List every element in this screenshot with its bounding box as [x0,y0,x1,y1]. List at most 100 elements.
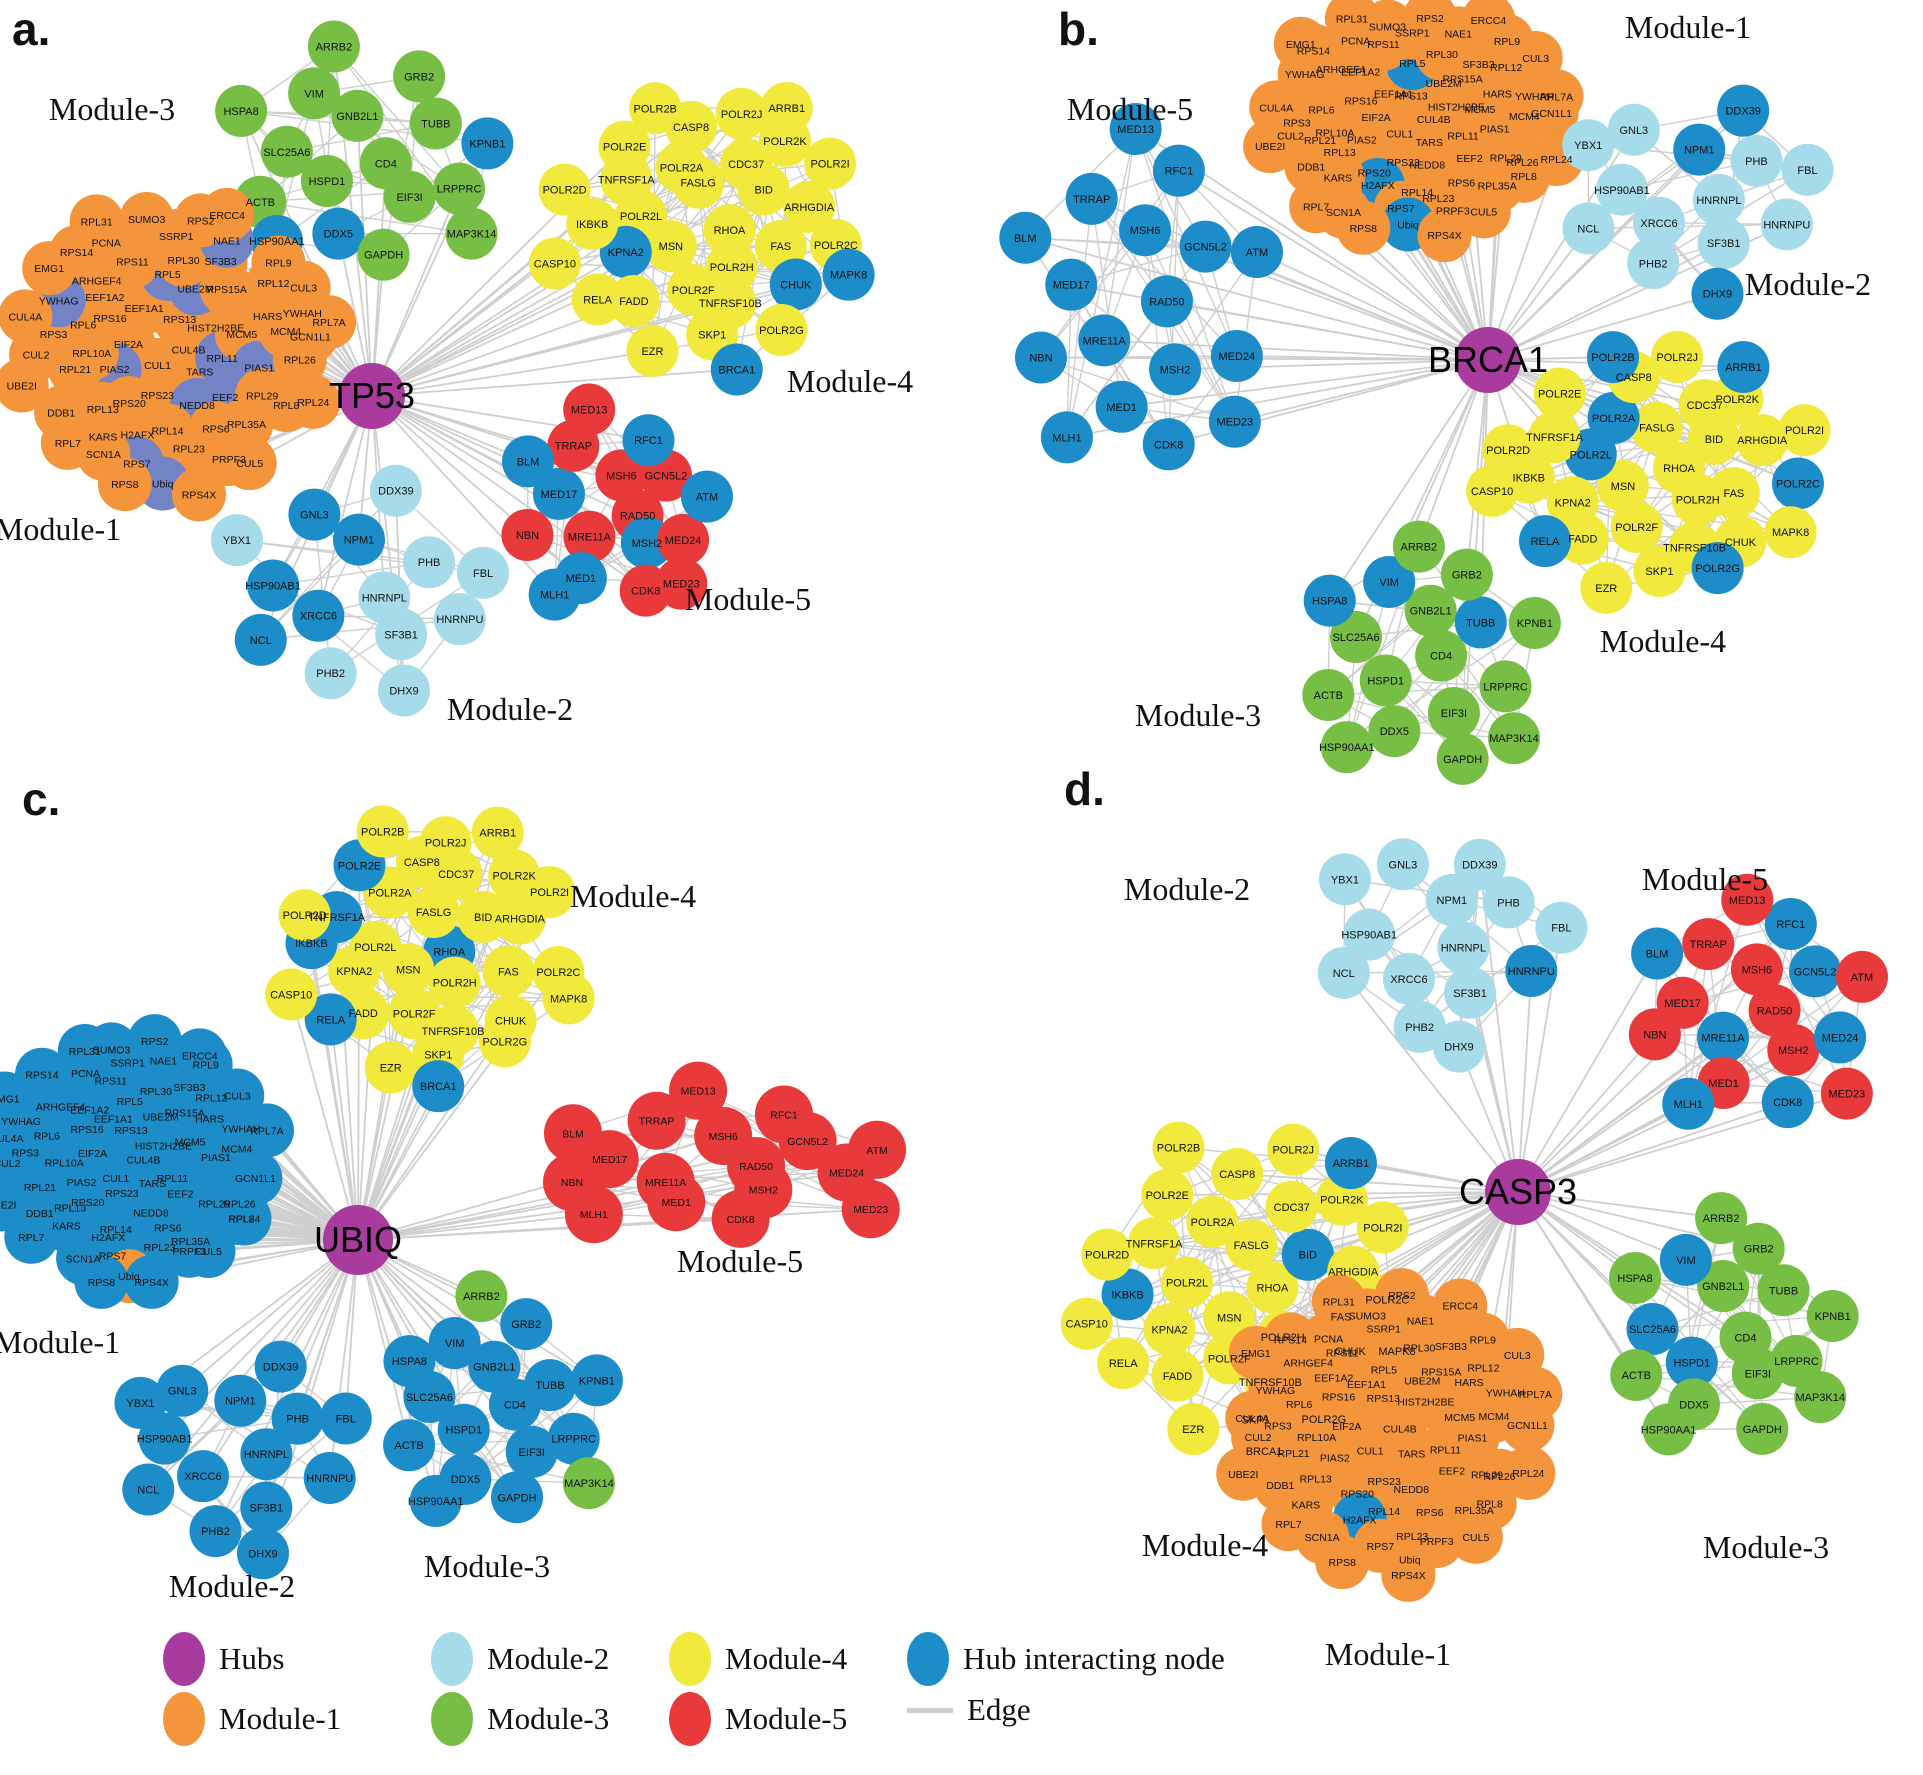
node-EMG1[interactable] [0,1071,32,1126]
node-CDC37[interactable] [1265,1180,1318,1233]
node-HSP90AA1[interactable] [1642,1403,1695,1456]
node-RFC1[interactable] [1764,897,1817,950]
node-FAS[interactable] [482,945,535,998]
node-LRPPRC[interactable] [1479,660,1532,713]
node-GAPDH[interactable] [1736,1402,1789,1455]
node-PHB[interactable] [1730,134,1783,187]
node-POLR2J[interactable] [419,816,472,869]
node-HSPD1[interactable] [437,1403,490,1456]
node-CUL5[interactable] [222,436,277,491]
node-EZR[interactable] [364,1041,417,1094]
node-ARRB2[interactable] [455,1270,508,1323]
node-POLR2B[interactable] [1152,1121,1205,1174]
node-ARRB1[interactable] [471,806,524,859]
node-EIF3I[interactable] [505,1425,558,1478]
node-CDK8[interactable] [1761,1076,1814,1129]
node-GCN5L2[interactable] [1179,220,1232,273]
node-NCL[interactable] [234,613,287,666]
node-CUL4A[interactable] [1225,1390,1280,1445]
node-HSPD1[interactable] [1359,654,1412,707]
node-POLR2A[interactable] [1587,391,1640,444]
node-GRB2[interactable] [1440,548,1493,601]
node-GCN5L2[interactable] [1789,945,1842,998]
node-UBE2I[interactable] [1216,1446,1271,1501]
node-MRE11A[interactable] [563,510,616,563]
node-MAPK8[interactable] [542,972,595,1025]
node-MAP3K14[interactable] [562,1457,615,1510]
node-ARRB1[interactable] [760,81,813,134]
node-RPS2[interactable] [1374,1268,1429,1323]
node-MSH6[interactable] [595,449,648,502]
node-MAP3K14[interactable] [1794,1371,1847,1424]
node-RPS2[interactable] [127,1014,182,1069]
node-PHB2[interactable] [1393,1000,1446,1053]
node-POLR2B[interactable] [356,805,409,858]
node-RPL7[interactable] [40,415,95,470]
node-MED17[interactable] [1045,258,1098,311]
node-UBE2I[interactable] [0,1177,29,1232]
node-SLC25A6[interactable] [1330,611,1383,664]
node-HSPA8[interactable] [1303,574,1356,627]
node-GNB2L1[interactable] [1697,1260,1750,1313]
node-HSP90AA1[interactable] [409,1474,462,1527]
hub-node-TP53[interactable] [339,363,405,429]
node-KPNB1[interactable] [1806,1290,1859,1343]
node-PHB[interactable] [1482,876,1535,929]
node-POLR2D[interactable] [278,889,331,942]
node-HNRNPL[interactable] [1692,173,1745,226]
node-RPL24[interactable] [286,374,341,429]
node-KPNA2[interactable] [328,945,381,998]
node-SF3B1[interactable] [240,1481,293,1534]
node-POLR2J[interactable] [1267,1123,1320,1176]
node-MSN[interactable] [1596,460,1649,513]
node-XRCC6[interactable] [177,1450,230,1503]
node-PHB[interactable] [271,1392,324,1445]
node-VIM[interactable] [1363,555,1416,608]
node-MED23[interactable] [1208,395,1261,448]
node-POLR2L[interactable] [1161,1256,1214,1309]
node-FADD[interactable] [1151,1349,1204,1402]
node-DHX9[interactable] [1432,1020,1485,1073]
node-HSPA8[interactable] [1609,1252,1662,1305]
node-HSP90AB1[interactable] [1595,163,1648,216]
node-FASLG[interactable] [1225,1218,1278,1271]
node-POLR2D[interactable] [1482,424,1535,477]
node-BID[interactable] [1281,1228,1334,1281]
node-GRB2[interactable] [393,50,446,103]
node-XRCC6[interactable] [1633,196,1686,249]
node-CUL5[interactable] [1456,184,1511,239]
node-ARRB2[interactable] [1695,1192,1748,1245]
node-RPS4X[interactable] [1417,208,1472,263]
node-ARRB1[interactable] [1717,341,1770,394]
node-BRCA1[interactable] [710,343,763,396]
node-HSPD1[interactable] [1665,1336,1718,1389]
node-BRCA1[interactable] [412,1060,465,1113]
node-BLM[interactable] [502,435,555,488]
node-ERCC4[interactable] [1433,1278,1488,1333]
node-FASLG[interactable] [407,886,460,939]
node-NBN[interactable] [1628,1008,1681,1061]
node-PHB2[interactable] [304,647,357,700]
node-ACTB[interactable] [1610,1348,1663,1401]
node-POLR2E[interactable] [1533,367,1586,420]
node-CASP10[interactable] [265,968,318,1021]
node-RPS8[interactable] [74,1254,129,1309]
node-MED1[interactable] [647,1173,706,1232]
node-POLR2F[interactable] [388,987,441,1040]
node-YBX1[interactable] [114,1376,167,1429]
node-ERCC4[interactable] [172,1028,227,1083]
node-EZR[interactable] [626,324,679,377]
node-DDX39[interactable] [254,1340,307,1393]
node-CUL5[interactable] [181,1224,236,1279]
node-TNFRSF1A[interactable] [1128,1217,1181,1270]
node-VIM[interactable] [1659,1233,1712,1286]
node-RPL31[interactable] [69,194,124,249]
node-NPM1[interactable] [214,1374,267,1427]
node-GNL3[interactable] [1376,838,1429,891]
node-ARRB2[interactable] [307,20,360,73]
node-FBL[interactable] [457,546,510,599]
node-MAP3K14[interactable] [1487,712,1540,765]
node-ACTB[interactable] [1302,668,1355,721]
node-MLH1[interactable] [564,1185,623,1244]
node-DDX39[interactable] [1453,838,1506,891]
